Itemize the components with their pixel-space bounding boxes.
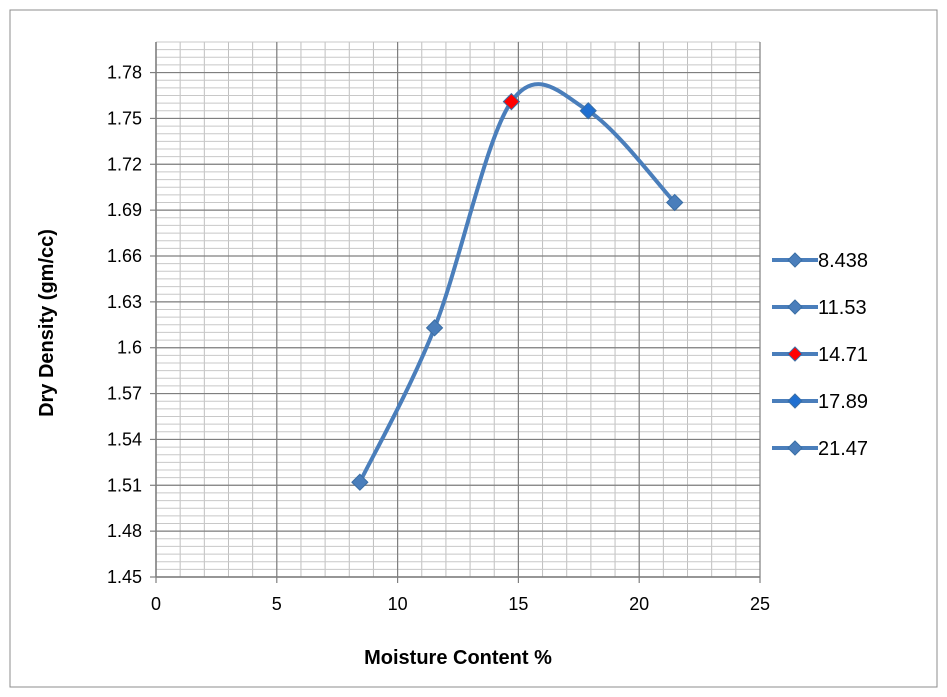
legend-label-2: 11.53 bbox=[818, 297, 867, 319]
legend-marker-3 bbox=[787, 346, 803, 362]
series-line bbox=[358, 82, 677, 484]
x-tick-label: 15 bbox=[508, 594, 528, 614]
y-tick-label: 1.57 bbox=[107, 384, 142, 404]
x-tick-label: 25 bbox=[750, 594, 770, 614]
legend: 8.438 11.53 14.71 17.89 21.47 bbox=[772, 250, 868, 460]
x-tick-label: 20 bbox=[629, 594, 649, 614]
y-axis-title: Dry Density (gm/cc) bbox=[36, 229, 58, 417]
legend-label-4: 17.89 bbox=[818, 391, 868, 413]
y-tick-label: 1.45 bbox=[107, 567, 142, 587]
legend-marker-1 bbox=[787, 252, 803, 268]
data-point-4 bbox=[579, 102, 597, 120]
y-tick-label: 1.72 bbox=[107, 154, 142, 174]
y-tick-label: 1.54 bbox=[107, 429, 142, 449]
legend-label-5: 21.47 bbox=[818, 438, 868, 460]
data-point-1 bbox=[351, 473, 369, 491]
legend-marker-4 bbox=[787, 393, 803, 409]
x-axis-title: Moisture Content % bbox=[364, 647, 552, 669]
legend-marker-5 bbox=[787, 440, 803, 456]
axes: 0 5 10 15 20 25 1.45 1.48 1.51 1.54 1.57 1.6 1.63 1.6… bbox=[107, 42, 770, 614]
x-tick-label: 10 bbox=[388, 594, 408, 614]
chart-border bbox=[9, 9, 938, 688]
legend-marker-2 bbox=[787, 299, 803, 315]
legend-label-3: 14.71 bbox=[818, 344, 868, 366]
y-tick-label: 1.48 bbox=[107, 521, 142, 541]
data-point-2 bbox=[425, 319, 444, 337]
y-tick-label: 1.6 bbox=[117, 338, 142, 358]
y-tick-label: 1.66 bbox=[107, 246, 142, 266]
data-point-3 bbox=[502, 92, 521, 111]
x-tick-label: 0 bbox=[151, 594, 161, 614]
y-tick-label: 1.69 bbox=[107, 200, 142, 220]
x-tick-label: 5 bbox=[272, 594, 282, 614]
data-point-5 bbox=[666, 193, 684, 212]
data-points bbox=[351, 92, 684, 491]
y-tick-label: 1.51 bbox=[107, 475, 142, 495]
y-tick-label: 1.75 bbox=[107, 108, 142, 128]
y-tick-label: 1.63 bbox=[107, 292, 142, 312]
legend-label-1: 8.438 bbox=[818, 250, 868, 272]
series-curve bbox=[358, 82, 677, 484]
y-tick-label: 1.78 bbox=[107, 63, 142, 83]
